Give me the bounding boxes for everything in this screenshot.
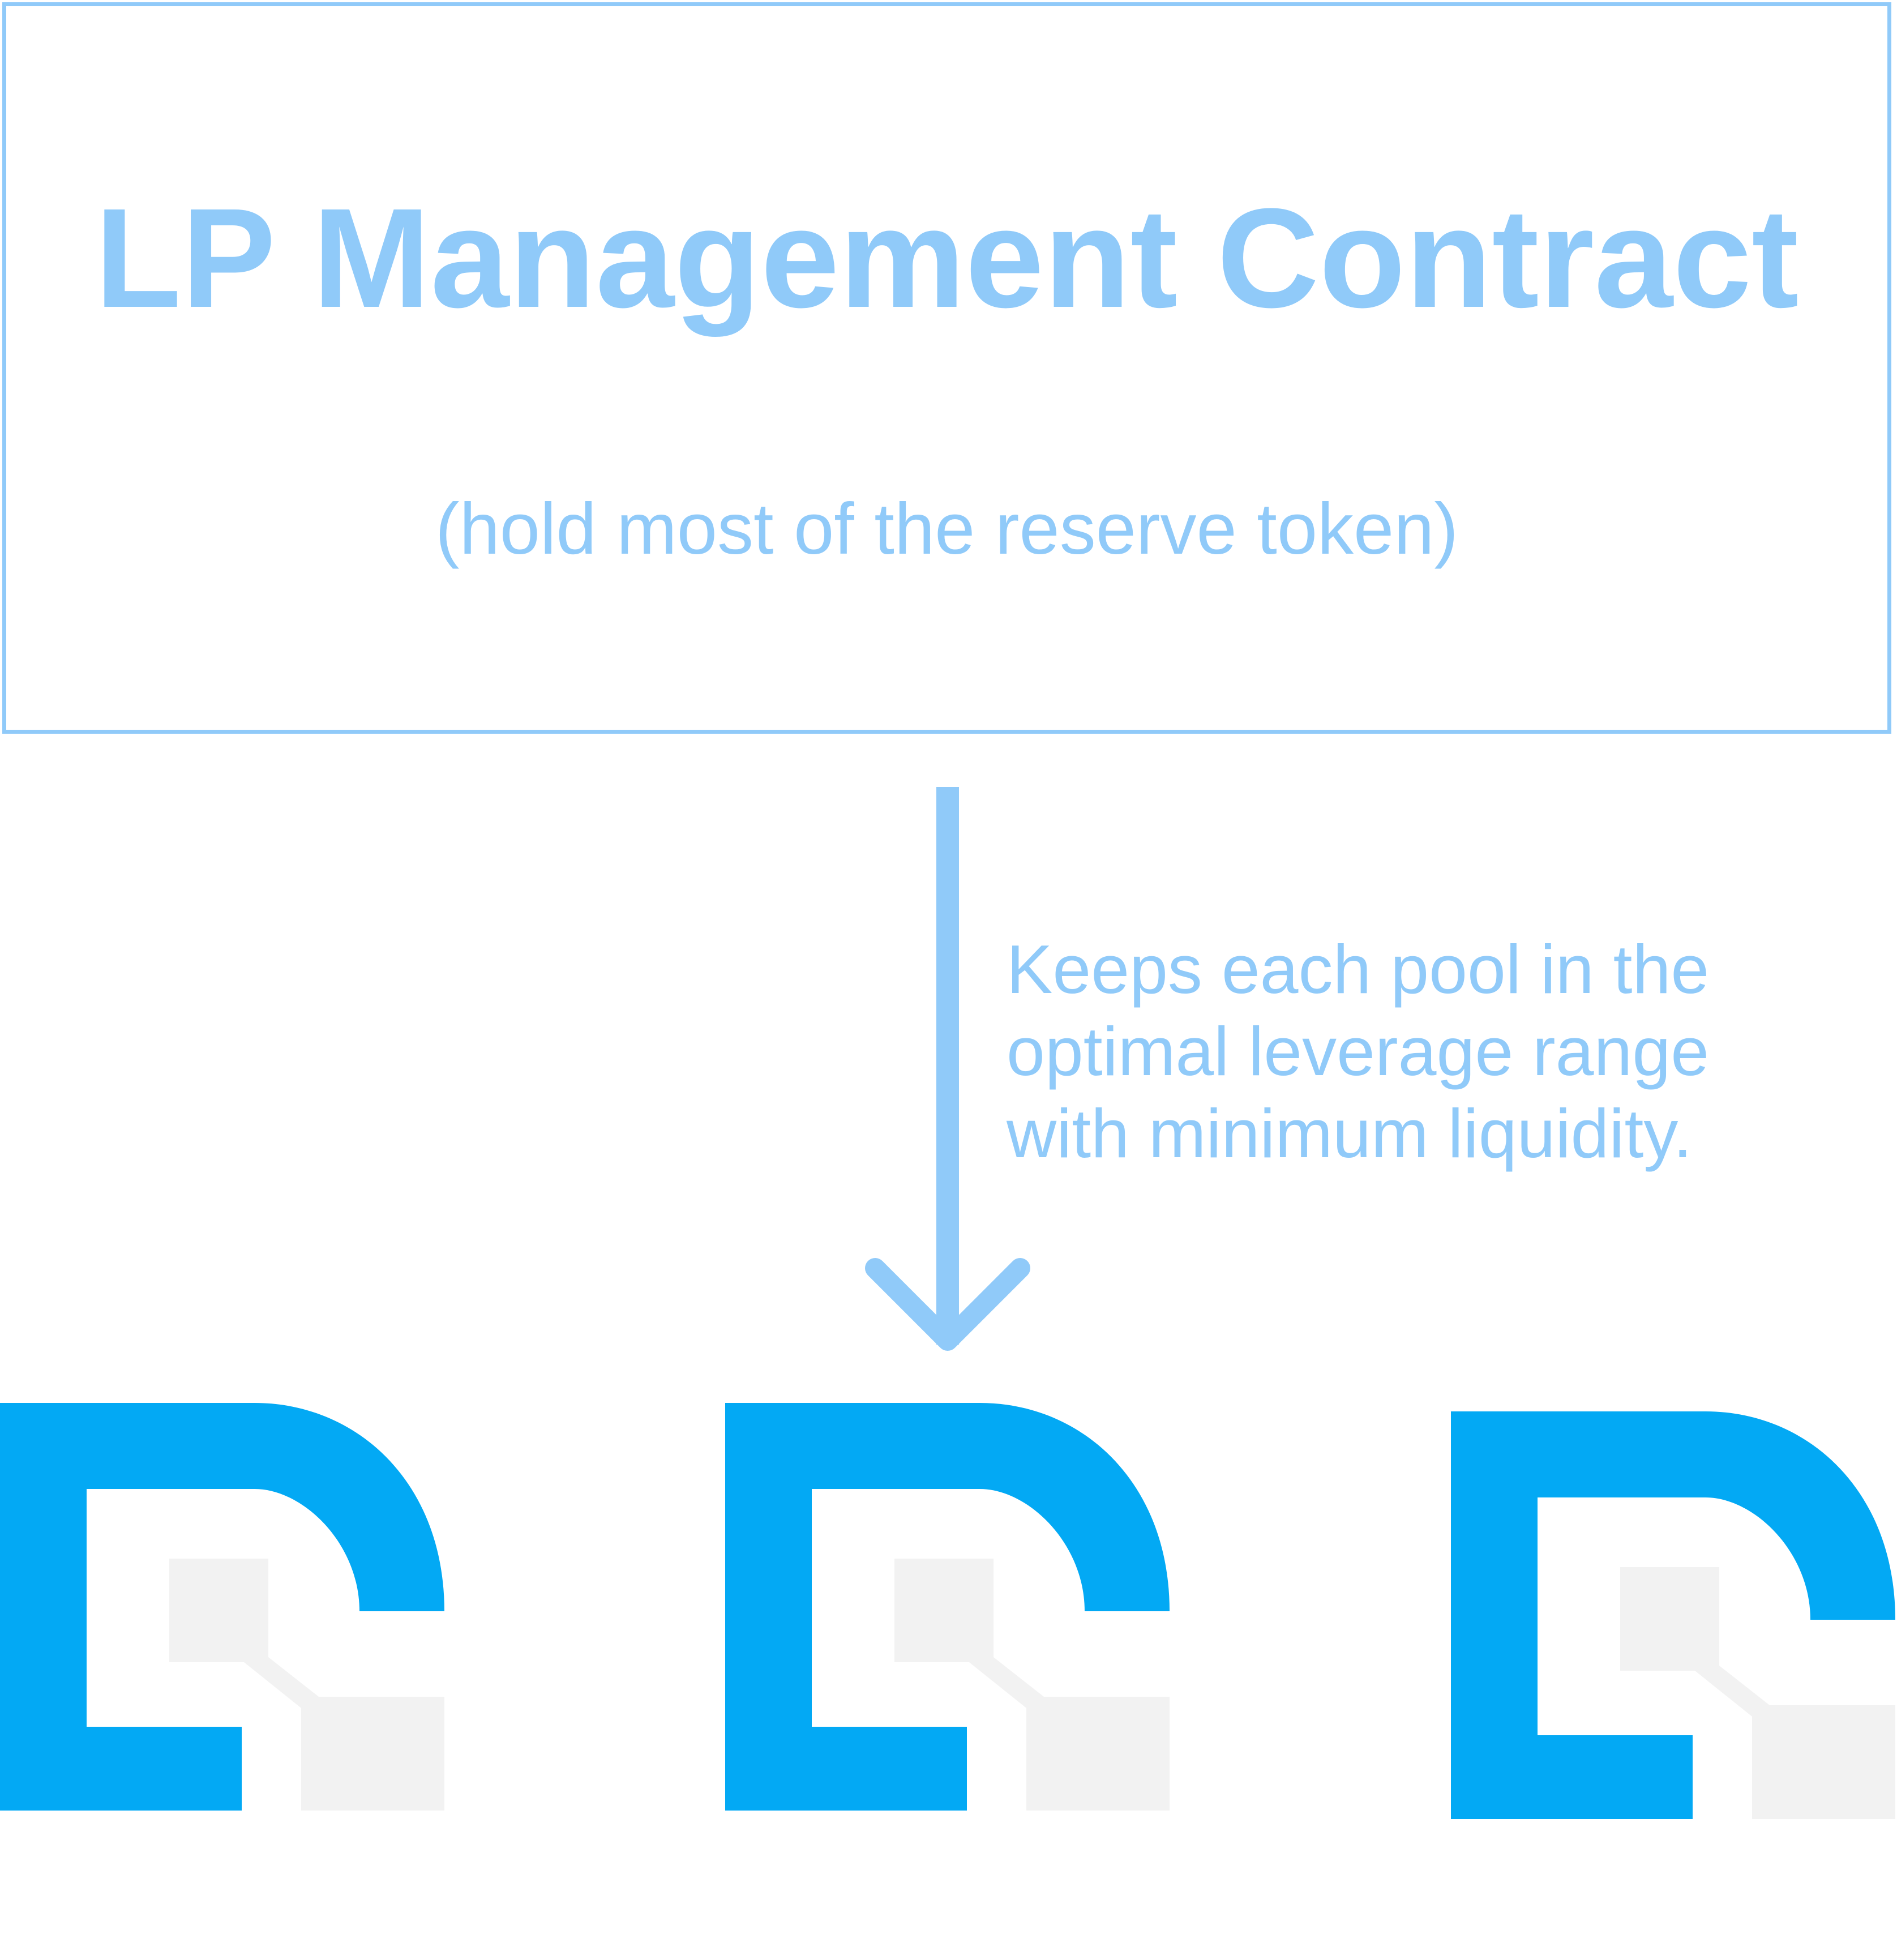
contract-subtitle: (hold most of the reserve token) (435, 489, 1459, 570)
lp-management-contract-box: LP Management Contract (hold most of the… (2, 2, 1891, 734)
flow-description-line: with minimum liquidity. (1007, 1095, 1693, 1172)
flow-description-line: Keeps each pool in the (1007, 931, 1710, 1008)
pool-logo-icon (725, 1403, 1170, 1811)
contract-title: LP Management Contract (95, 179, 1799, 337)
flow-description-line: optimal leverage range (1007, 1013, 1710, 1090)
down-arrow-icon (865, 787, 1030, 1351)
pool-logo-icon (1451, 1411, 1895, 1819)
flow-description: Keeps each pool in the optimal leverage … (1007, 928, 1856, 1175)
pool-logo-icon (0, 1403, 444, 1811)
